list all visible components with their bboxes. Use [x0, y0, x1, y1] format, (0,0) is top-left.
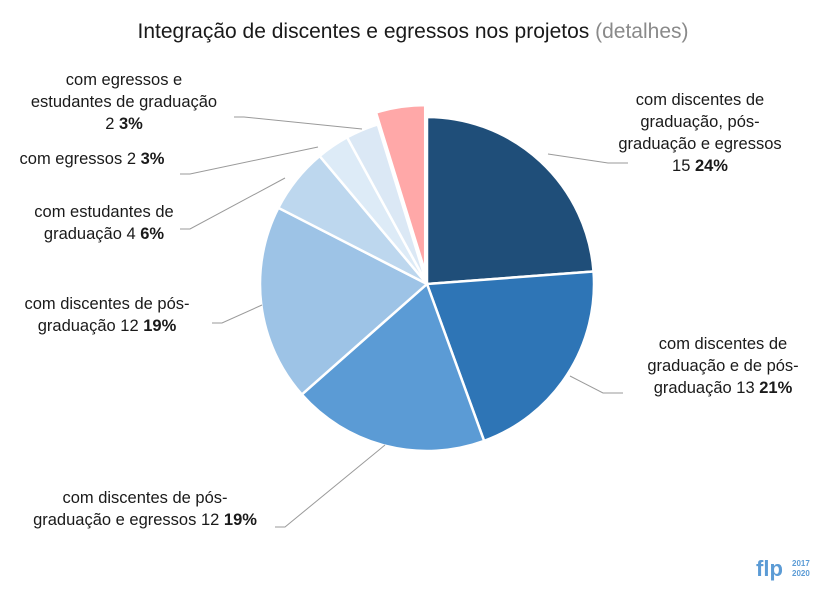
slice-label-1: com discentes de graduação, pós-graduação… [618, 91, 781, 175]
leader-line-1 [547, 153, 628, 164]
logo-year-end: 2020 [792, 569, 810, 578]
leader-line-3 [275, 444, 386, 528]
slice-labels: com discentes de graduação, pós-graduação… [20, 71, 799, 529]
pie-slice-8 [374, 103, 427, 273]
leader-lines [180, 116, 628, 528]
pie-slice-7 [345, 122, 429, 285]
flp-logo-icon: flp 2017 2020 [756, 556, 810, 581]
logo-year-start: 2017 [792, 559, 810, 568]
pie-slice-3 [300, 281, 486, 453]
leader-line-6 [180, 146, 319, 175]
leader-line-2 [569, 375, 623, 394]
chart-title: Integração de discentes e egressos nos p… [137, 20, 688, 43]
leader-line-4 [212, 304, 263, 324]
slice-label-5: com estudantes de graduação 4 6% [34, 203, 173, 243]
slice-label-2: com discentes de graduação e de pós-gradu… [647, 335, 798, 397]
slice-label-7: com egressos e estudantes de graduação 2 3… [31, 71, 217, 133]
details-link[interactable]: (detalhes) [595, 20, 688, 43]
leader-line-7 [234, 116, 363, 130]
slice-label-6: com egressos 2 3% [20, 150, 165, 168]
pie-slices [258, 103, 596, 453]
slice-label-3: com discentes de pós-graduação e egresso… [33, 489, 257, 529]
logo-text: flp [756, 556, 783, 581]
leader-line-5 [180, 177, 286, 230]
pie-slice-1 [425, 115, 595, 286]
slice-label-4: com discentes de pós-graduação 12 19% [24, 295, 189, 335]
